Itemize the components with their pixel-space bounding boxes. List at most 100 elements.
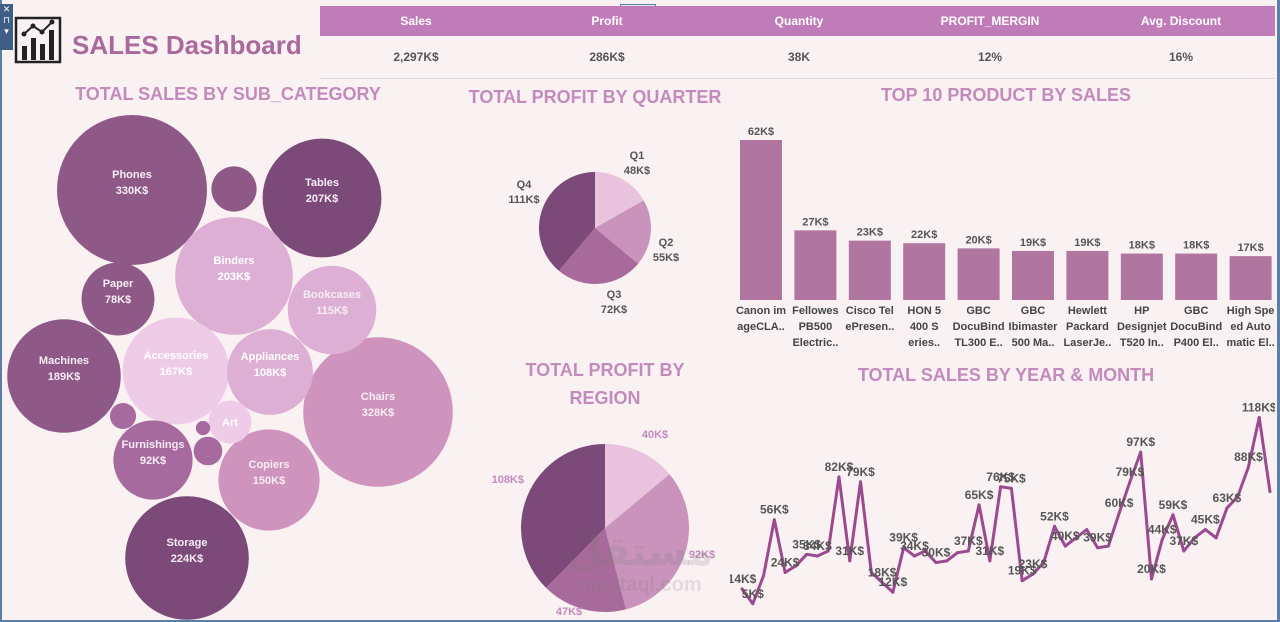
line-point[interactable] xyxy=(794,564,798,568)
line-point[interactable] xyxy=(815,554,819,558)
bubble[interactable] xyxy=(195,420,211,436)
line-point[interactable] xyxy=(1085,528,1089,532)
pie-slice[interactable] xyxy=(605,474,689,610)
line-point[interactable] xyxy=(1214,536,1218,540)
bar[interactable] xyxy=(848,240,891,300)
line-point[interactable] xyxy=(1139,450,1143,454)
line-point[interactable] xyxy=(902,546,906,550)
line-point[interactable] xyxy=(1203,528,1207,532)
caret-down-icon[interactable]: ▾ xyxy=(4,26,9,36)
bubble[interactable] xyxy=(262,138,382,258)
line-point[interactable] xyxy=(1117,511,1121,515)
kpi-value: 12% xyxy=(977,50,1003,64)
pie-slice[interactable] xyxy=(521,444,605,588)
bubble[interactable] xyxy=(211,166,257,212)
bubble[interactable] xyxy=(125,496,249,620)
bubble[interactable] xyxy=(218,429,320,531)
line-point[interactable] xyxy=(912,554,916,558)
bubble[interactable] xyxy=(227,329,313,415)
line-point[interactable] xyxy=(1257,416,1261,420)
line-point[interactable] xyxy=(1193,536,1197,540)
line-point[interactable] xyxy=(1268,490,1272,494)
bar[interactable] xyxy=(1229,256,1272,300)
bar[interactable] xyxy=(903,243,946,300)
bubble[interactable] xyxy=(193,436,223,466)
bubble[interactable] xyxy=(287,265,377,355)
line-point[interactable] xyxy=(891,590,895,594)
line-point[interactable] xyxy=(1063,544,1067,548)
bubble[interactable] xyxy=(57,115,207,265)
line-point[interactable] xyxy=(859,480,863,484)
line-point[interactable] xyxy=(956,551,960,555)
bubble[interactable] xyxy=(122,317,230,425)
bubble[interactable] xyxy=(208,400,252,444)
bar-chart-people-icon xyxy=(14,16,62,64)
line-point[interactable] xyxy=(988,559,992,563)
line-data-label: 76K$ xyxy=(986,470,1015,484)
window-frame-left xyxy=(0,0,2,622)
line-point[interactable] xyxy=(751,602,755,606)
bubble[interactable] xyxy=(109,402,137,430)
line-point[interactable] xyxy=(999,485,1003,489)
pin-icon[interactable]: ⊓ xyxy=(2,15,11,25)
bar[interactable] xyxy=(1012,250,1054,300)
pie-slice[interactable] xyxy=(605,444,670,528)
bar[interactable] xyxy=(740,140,782,300)
bar[interactable] xyxy=(794,230,837,300)
pie-slice[interactable] xyxy=(546,528,626,612)
bar[interactable] xyxy=(1120,253,1163,300)
line-point[interactable] xyxy=(1246,465,1250,469)
close-icon[interactable]: ✕ xyxy=(2,4,11,14)
line-point[interactable] xyxy=(762,574,766,578)
pie-slice-name: Q2 xyxy=(659,237,674,249)
line-point[interactable] xyxy=(826,549,830,553)
line-point[interactable] xyxy=(740,587,744,591)
line-point[interactable] xyxy=(880,580,884,584)
line-point[interactable] xyxy=(1009,486,1013,490)
line-point[interactable] xyxy=(1225,506,1229,510)
line-point[interactable] xyxy=(1149,577,1153,581)
pie-slice[interactable] xyxy=(595,172,644,228)
line-point[interactable] xyxy=(1236,495,1240,499)
pie-slice[interactable] xyxy=(558,228,639,284)
month-chart-title: TOTAL SALES BY YEAR & MONTH xyxy=(857,365,1155,385)
bubble[interactable] xyxy=(303,337,453,487)
pie-slice-value: 111K$ xyxy=(508,194,539,206)
bar[interactable] xyxy=(1066,250,1109,300)
line-point[interactable] xyxy=(772,518,776,522)
line-point[interactable] xyxy=(1031,572,1035,576)
line-point[interactable] xyxy=(945,559,949,563)
bar-value-label: 18K$ xyxy=(1183,240,1209,252)
line-point[interactable] xyxy=(837,475,841,479)
bubble-name: Accessories xyxy=(144,350,209,362)
bubble[interactable] xyxy=(7,319,121,433)
line-point[interactable] xyxy=(934,561,938,565)
line-point[interactable] xyxy=(1106,544,1110,548)
line-point[interactable] xyxy=(783,570,787,574)
bubble[interactable] xyxy=(81,262,155,336)
line-point[interactable] xyxy=(1052,524,1056,528)
line-point[interactable] xyxy=(1042,561,1046,565)
bar[interactable] xyxy=(1175,253,1218,300)
window-frame-bottom xyxy=(0,620,1280,622)
bar-category-label: P400 El.. xyxy=(1174,337,1219,349)
line-point[interactable] xyxy=(869,570,873,574)
line-point[interactable] xyxy=(1020,579,1024,583)
line-point[interactable] xyxy=(848,559,852,563)
line-point[interactable] xyxy=(805,552,809,556)
bar[interactable] xyxy=(957,248,1000,300)
line-point[interactable] xyxy=(1096,546,1100,550)
line-point[interactable] xyxy=(1074,536,1078,540)
pie-slice[interactable] xyxy=(595,200,651,264)
line-point[interactable] xyxy=(1128,480,1132,484)
pie-slice[interactable] xyxy=(539,172,595,271)
bubble[interactable] xyxy=(175,217,293,335)
line-point[interactable] xyxy=(1160,537,1164,541)
line-data-label: 34K$ xyxy=(900,539,929,553)
bubble[interactable] xyxy=(113,420,193,500)
line-point[interactable] xyxy=(923,549,927,553)
line-point[interactable] xyxy=(977,503,981,507)
line-point[interactable] xyxy=(966,549,970,553)
line-point[interactable] xyxy=(1171,513,1175,517)
line-point[interactable] xyxy=(1182,549,1186,553)
